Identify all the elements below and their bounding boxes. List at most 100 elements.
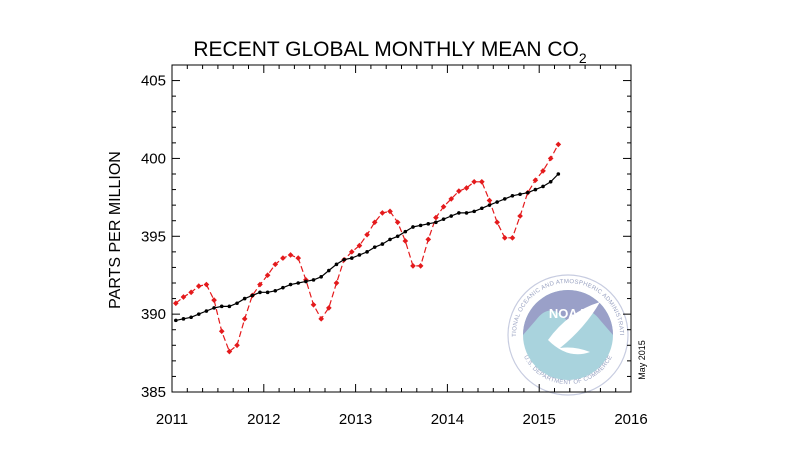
series-point-1 [487, 203, 492, 207]
series-point-1 [357, 253, 362, 257]
series-point-1 [434, 220, 438, 225]
series-point-0 [486, 197, 493, 204]
series-point-1 [250, 293, 255, 298]
series-point-0 [241, 315, 248, 322]
series-point-1 [181, 317, 186, 321]
series-point-0 [364, 231, 370, 238]
series-point-0 [440, 203, 447, 210]
series-point-1 [288, 282, 293, 287]
series-point-1 [418, 223, 423, 228]
seal-gull-icon [548, 302, 600, 355]
series-point-0 [195, 283, 202, 289]
y-axis-label: PARTS PER MILLION [107, 151, 124, 309]
series-point-1 [518, 192, 522, 197]
series-point-1 [219, 304, 224, 309]
y-tick-label: 400 [141, 150, 166, 167]
series-point-1 [196, 312, 201, 316]
series-point-1 [189, 315, 193, 320]
series-point-1 [449, 214, 454, 218]
series-point-0 [264, 272, 271, 279]
series-point-1 [541, 184, 545, 189]
x-tick-label: 2012 [247, 411, 280, 428]
series-point-1 [304, 279, 308, 284]
series-point-1 [388, 237, 392, 242]
series-point-0 [547, 155, 554, 162]
series-point-1 [380, 242, 385, 246]
series-point-0 [501, 235, 508, 241]
series-point-0 [456, 188, 462, 194]
y-tick-label: 385 [141, 384, 166, 401]
series-point-0 [218, 328, 225, 335]
series-point-1 [457, 211, 461, 215]
series-point-0 [425, 236, 432, 243]
series-point-0 [517, 213, 523, 219]
series-layer [172, 141, 562, 355]
series-point-1 [533, 187, 538, 192]
series-point-0 [172, 300, 179, 307]
series-point-0 [272, 261, 279, 268]
series-point-0 [371, 219, 378, 226]
series-point-0 [532, 177, 539, 184]
series-point-0 [494, 219, 500, 226]
y-tick-label: 405 [141, 73, 166, 90]
series-point-1 [204, 309, 209, 313]
series-point-0 [478, 178, 485, 185]
series-point-1 [556, 172, 561, 176]
series-point-1 [426, 222, 431, 226]
series-point-1 [311, 278, 316, 282]
series-point-0 [555, 141, 562, 148]
series-point-1 [395, 234, 400, 239]
chart-title-main: RECENT GLOBAL MONTHLY MEAN CO [193, 38, 578, 61]
series-point-1 [349, 256, 354, 260]
series-line-0 [175, 144, 559, 353]
series-point-1 [235, 301, 239, 306]
series-point-1 [327, 268, 331, 273]
series-point-1 [365, 250, 369, 254]
series-point-1 [273, 288, 278, 293]
series-point-0 [280, 255, 286, 261]
series-point-0 [387, 208, 393, 215]
series-point-0 [333, 280, 340, 286]
x-tick-label: 2015 [523, 411, 556, 428]
series-point-0 [257, 281, 263, 288]
y-tick-label: 395 [141, 228, 166, 245]
seal-noaa-text: NOAA [549, 306, 588, 321]
series-point-1 [334, 262, 339, 267]
series-line-1 [175, 173, 559, 321]
series-point-1 [411, 225, 415, 229]
series-point-1 [174, 318, 178, 323]
series-point-0 [295, 255, 302, 261]
series-point-0 [211, 297, 217, 303]
x-tick-label: 2011 [156, 411, 188, 428]
series-point-1 [548, 179, 553, 184]
series-point-1 [242, 296, 247, 301]
y-tick-label: 390 [141, 306, 166, 323]
series-point-0 [394, 219, 401, 226]
series-point-0 [509, 235, 516, 241]
series-point-1 [319, 274, 323, 279]
series-point-1 [258, 290, 262, 295]
axis-tick-labels: 2011 2012 2013 2014 2015 2016 385 390 395 400 405 [141, 73, 648, 428]
series-point-1 [502, 197, 507, 201]
series-point-0 [180, 294, 187, 300]
series-point-1 [212, 306, 216, 310]
series-point-0 [318, 315, 325, 322]
series-point-0 [226, 348, 233, 355]
series-point-1 [441, 217, 446, 221]
series-point-0 [433, 214, 439, 221]
series-point-1 [480, 206, 484, 211]
series-point-0 [402, 238, 409, 244]
series-point-0 [463, 185, 470, 191]
seal-sky [523, 290, 613, 335]
date-annotation: May 2015 [637, 340, 647, 380]
series-point-1 [472, 209, 476, 214]
series-point-1 [342, 257, 346, 262]
series-point-1 [296, 281, 301, 285]
series-point-0 [287, 252, 294, 258]
chart-title: RECENT GLOBAL MONTHLY MEAN CO2 [193, 38, 586, 66]
series-point-1 [265, 290, 270, 295]
x-tick-label: 2013 [339, 411, 372, 428]
series-point-1 [495, 200, 499, 204]
series-point-0 [310, 301, 317, 308]
